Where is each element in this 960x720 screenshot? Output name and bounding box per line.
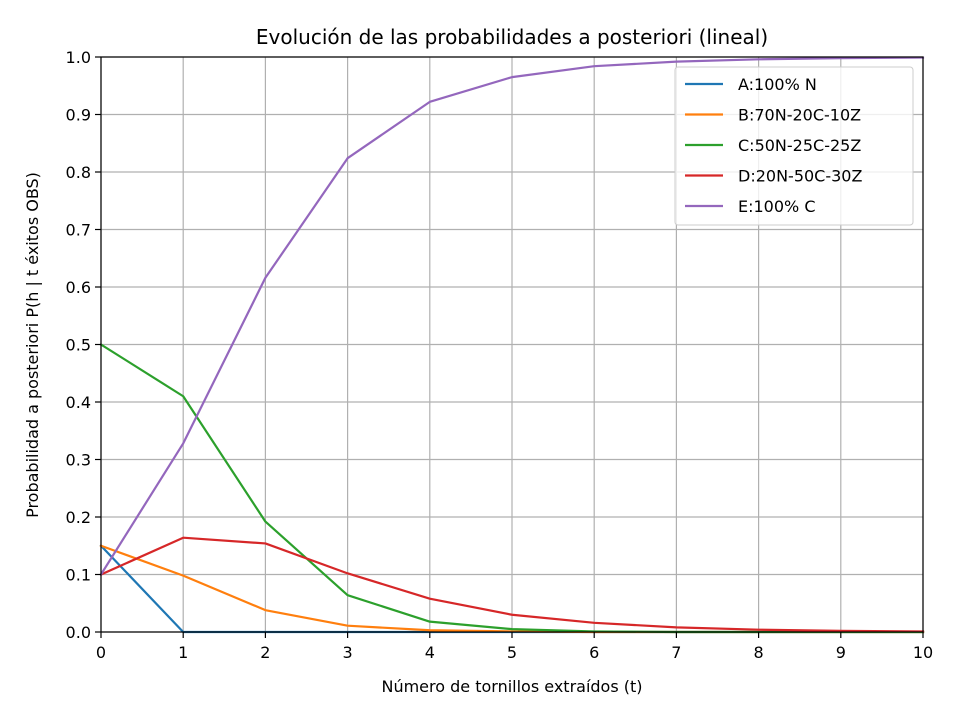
x-tick-label: 5 [507,643,517,662]
legend: A:100% N B:70N-20C-10Z C:50N-25C-25Z D:20N-… [674,66,914,226]
x-tick-label: 1 [178,643,188,662]
y-tick-label: 0.9 [66,106,91,125]
y-tick-label: 0.8 [66,163,91,182]
y-tick-label: 0.4 [66,393,91,412]
x-tick-label: 0 [96,643,106,662]
y-tick-label: 0.7 [66,221,91,240]
x-tick-label: 10 [913,643,933,662]
x-tick-label: 8 [754,643,764,662]
x-tick-label: 4 [425,643,435,662]
x-tick-label: 3 [343,643,353,662]
x-tick-label: 9 [836,643,846,662]
legend-box [674,66,914,226]
y-tick-label: 0.1 [66,566,91,585]
x-axis-label: Número de tornillos extraídos (t) [381,677,642,696]
axis-ticks: 0 1 2 3 4 5 6 7 8 9 10 0.0 0.1 0.2 0.3 0.4 0.5 0.6 0.7 0.8 0… [66,48,934,662]
x-tick-label: 2 [260,643,270,662]
legend-label-2: C:50N-25C-25Z [738,136,861,155]
y-tick-label: 0.5 [66,336,91,355]
y-tick-label: 0.6 [66,278,91,297]
legend-label-3: D:20N-50C-30Z [738,167,862,186]
x-tick-label: 6 [589,643,599,662]
y-tick-label: 0.2 [66,508,91,527]
legend-label-4: E:100% C [738,197,816,216]
legend-label-0: A:100% N [738,75,817,94]
y-tick-label: 0.0 [66,623,91,642]
series-line-4 [99,56,925,577]
y-tick-label: 1.0 [66,48,91,67]
x-tick-label: 7 [671,643,681,662]
series-line-3 [99,536,925,633]
y-axis-label: Probabilidad a posteriori P(h | t éxitos… [23,172,42,518]
legend-label-1: B:70N-20C-10Z [738,106,861,125]
chart-title: Evolución de las probabilidades a poster… [256,25,768,49]
y-tick-label: 0.3 [66,451,91,470]
